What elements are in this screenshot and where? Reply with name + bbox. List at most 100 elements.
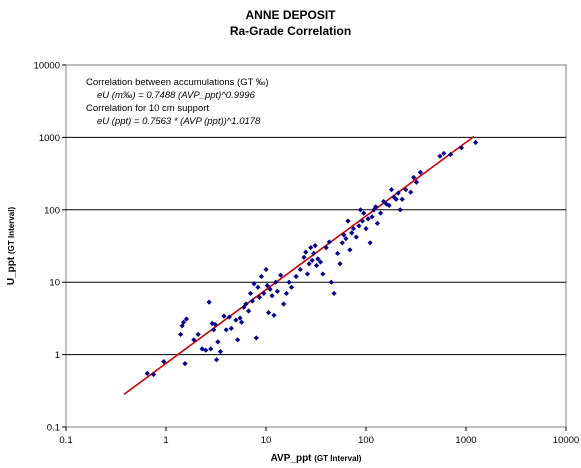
data-point (441, 150, 447, 157)
data-point (343, 236, 349, 242)
data-point (144, 370, 150, 376)
data-point (458, 145, 465, 151)
data-point (345, 218, 351, 224)
x-tick-label: 1 (163, 435, 168, 446)
y-tick-label: 1 (55, 350, 60, 361)
data-point (395, 190, 401, 196)
data-point (191, 337, 197, 343)
data-point (403, 187, 409, 193)
data-point (301, 254, 307, 261)
data-point (246, 308, 252, 314)
data-point (304, 271, 311, 277)
x-tick-label: 1000 (455, 435, 476, 446)
data-point (447, 151, 454, 158)
data-point (399, 196, 405, 202)
data-point (315, 256, 321, 262)
data-point (271, 312, 277, 318)
data-point (367, 240, 373, 246)
data-point (195, 331, 201, 338)
data-point (323, 245, 329, 251)
data-point (373, 204, 379, 210)
fit-line (123, 135, 475, 395)
annotation-line-4: eU (ppt) = 0.7563 * (AVP (ppt))^1.0178 (97, 116, 261, 127)
chart-title: ANNE DEPOSIT (245, 8, 336, 22)
data-point (349, 230, 355, 236)
data-point (255, 284, 261, 290)
data-point (312, 243, 318, 249)
data-point (213, 357, 220, 363)
data-point (361, 210, 367, 216)
data-point (251, 281, 257, 287)
data-point (241, 304, 247, 310)
data-point (288, 284, 295, 290)
data-point (303, 249, 309, 255)
data-point (269, 293, 275, 299)
x-axis-label: AVP_ppt (GT Interval) (271, 453, 362, 464)
data-point (258, 273, 265, 280)
data-point (228, 325, 234, 332)
data-point (371, 207, 377, 213)
data-point (337, 261, 343, 267)
data-point (317, 259, 324, 265)
data-point (408, 189, 414, 195)
data-point (235, 337, 241, 343)
chart-subtitle: Ra-Grade Correlation (229, 24, 352, 38)
data-point (297, 266, 303, 273)
data-point (386, 202, 392, 209)
data-point (353, 234, 359, 240)
data-point (221, 313, 227, 319)
data-point (339, 240, 345, 246)
data-point (357, 207, 364, 213)
data-point (388, 187, 395, 193)
data-point (256, 294, 263, 300)
data-point (378, 210, 384, 216)
data-point (206, 299, 212, 305)
data-point (208, 346, 214, 352)
x-tick-label: 10000 (553, 435, 579, 446)
data-point (283, 290, 290, 297)
x-axis-label-suffix: (GT Interval) (314, 454, 361, 463)
data-point (150, 371, 157, 378)
data-point (374, 220, 380, 226)
data-point (311, 250, 317, 256)
x-axis-label-main: AVP_ppt (271, 453, 313, 464)
y-tick-label: 100 (44, 205, 60, 216)
data-point (306, 261, 312, 267)
data-point (369, 214, 375, 220)
x-tick-label: 100 (358, 435, 374, 446)
data-point (308, 245, 314, 251)
data-point (293, 273, 299, 280)
data-point (411, 174, 417, 181)
y-tick-label: 1000 (39, 133, 60, 144)
data-point (328, 279, 334, 285)
data-point (335, 250, 341, 256)
data-point (182, 361, 188, 367)
data-point (347, 247, 353, 253)
data-point (350, 225, 357, 232)
data-point (365, 216, 371, 222)
data-point (181, 319, 187, 325)
data-point (265, 310, 272, 316)
data-point (273, 279, 279, 285)
y-tick-label: 10000 (34, 61, 60, 72)
data-point (326, 239, 332, 245)
data-point (473, 139, 479, 146)
data-point (363, 225, 369, 232)
y-tick-label: 0.1 (47, 423, 60, 434)
data-point (199, 346, 205, 352)
data-point (437, 153, 443, 159)
y-axis-label-main: U_ppt (6, 256, 17, 285)
data-point (356, 223, 362, 229)
annotation-line-1: Correlation between accumulations (GT ‰) (86, 77, 269, 88)
data-point (247, 290, 254, 297)
data-point (215, 339, 221, 345)
data-point (233, 317, 239, 323)
data-point (237, 315, 243, 321)
data-point (217, 349, 224, 355)
data-point (359, 218, 365, 224)
annotation-line-2: eU (m‰) = 0.7488 (AVP_ppt)^0.9996 (97, 90, 256, 101)
data-point (417, 169, 424, 175)
data-point (278, 272, 284, 278)
data-point (286, 279, 292, 285)
data-point (320, 271, 326, 277)
